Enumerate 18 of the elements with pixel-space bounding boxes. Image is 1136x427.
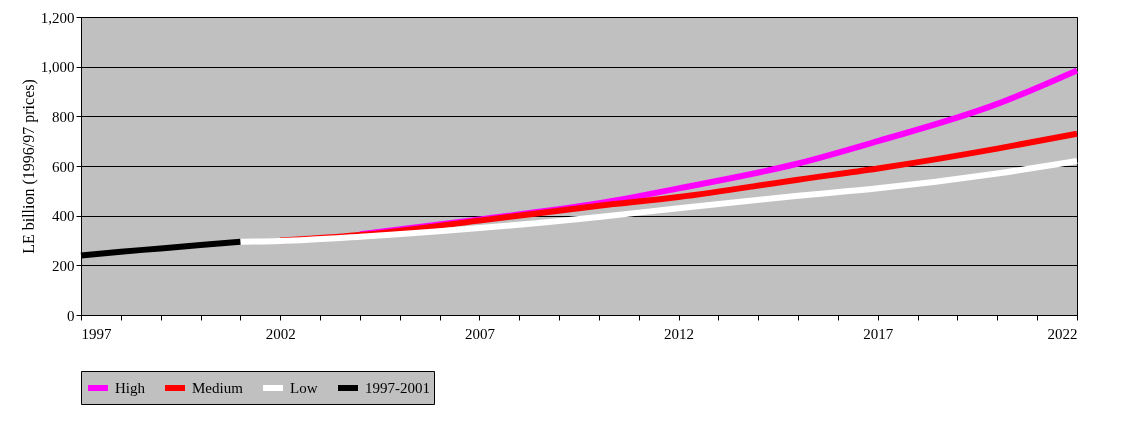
x-tick-label: 2022 bbox=[1047, 325, 1078, 342]
y-tick-label: 200 bbox=[52, 257, 75, 274]
y-tick-label: 1,200 bbox=[40, 9, 75, 26]
x-tick-label: 2012 bbox=[664, 325, 695, 342]
y-tick-label: 800 bbox=[52, 108, 75, 125]
x-tick-label: 2017 bbox=[863, 325, 894, 342]
y-tick-label: 600 bbox=[52, 158, 75, 175]
legend-label: Medium bbox=[192, 380, 244, 396]
y-tick-label: 1,000 bbox=[40, 59, 75, 76]
legend-label: 1997-2001 bbox=[365, 380, 430, 396]
y-tick-label: 0 bbox=[67, 307, 75, 324]
y-axis-title: LE billion (1996/97 prices) bbox=[19, 79, 38, 254]
x-tick-label: 2002 bbox=[265, 325, 296, 342]
legend-label: High bbox=[115, 380, 146, 396]
y-tick-label: 400 bbox=[52, 208, 75, 225]
legend-label: Low bbox=[290, 380, 318, 396]
x-tick-label: 2007 bbox=[464, 325, 496, 342]
x-tick-label: 1997 bbox=[81, 325, 112, 342]
